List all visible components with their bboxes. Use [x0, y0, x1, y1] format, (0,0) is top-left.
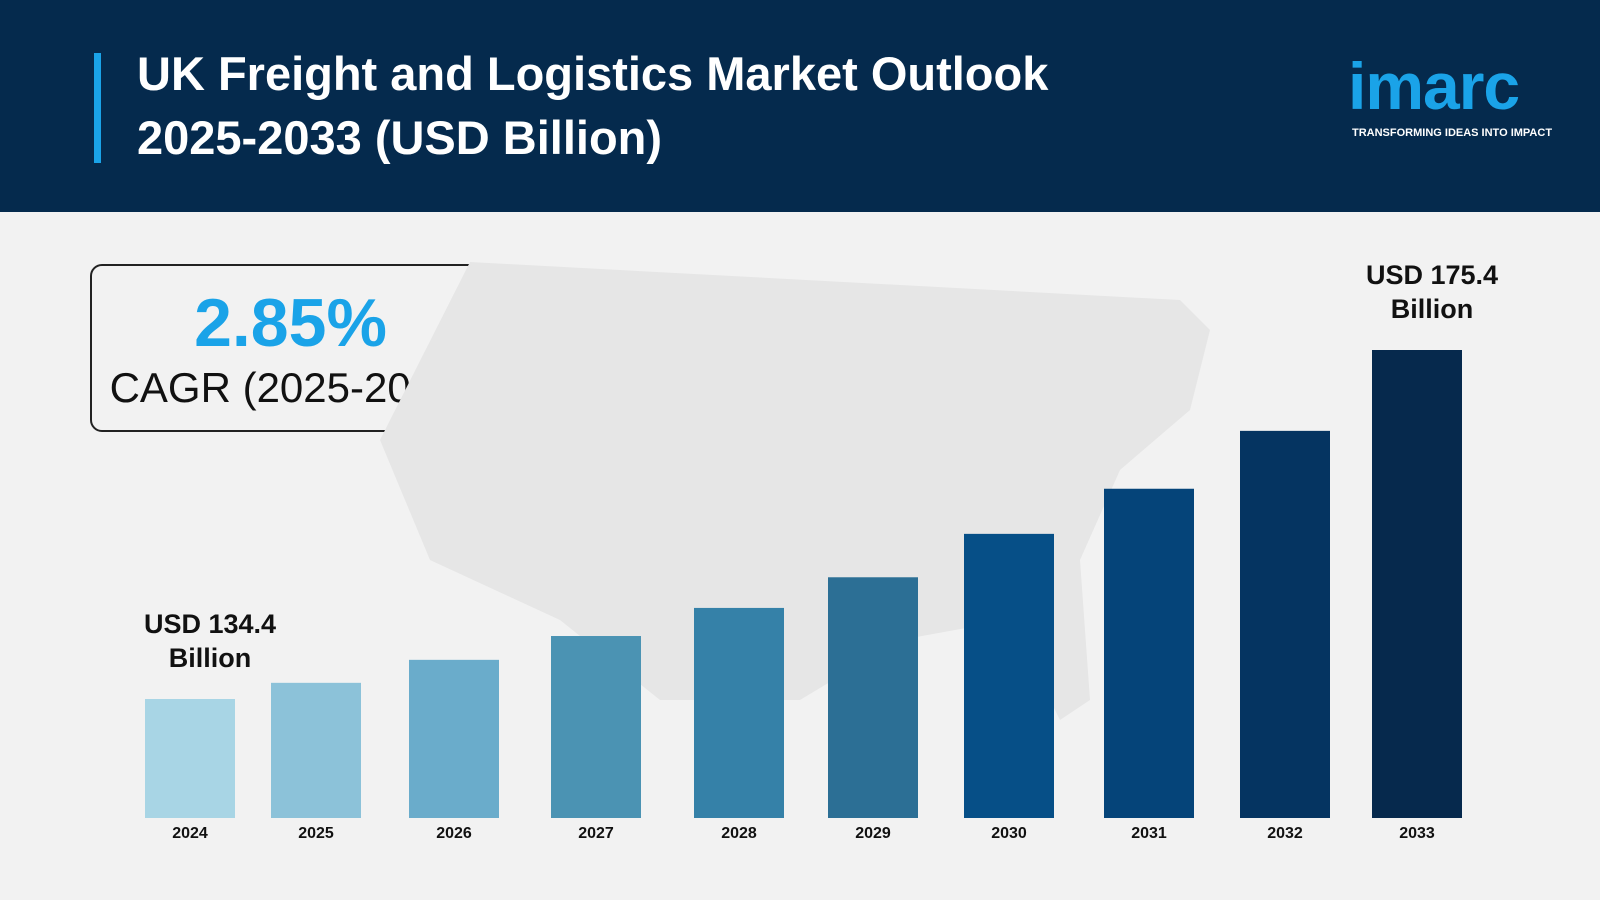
- x-tick-label: 2033: [1399, 825, 1435, 842]
- x-tick-label: 2031: [1131, 825, 1167, 842]
- value-label: USD 175.4 Billion: [1365, 260, 1499, 324]
- x-tick-label: 2025: [298, 825, 334, 842]
- bar: [828, 577, 918, 818]
- bar: [694, 607, 784, 818]
- bar: [1104, 488, 1194, 818]
- x-tick-label: 2024: [172, 825, 208, 842]
- cagr-value: 2.85%: [194, 285, 387, 361]
- value-label: USD 134.4 Billion: [143, 609, 277, 673]
- x-tick-label: 2028: [721, 825, 757, 842]
- accent-bar: [94, 53, 101, 163]
- x-tick-label: 2029: [855, 825, 891, 842]
- bar: [145, 699, 235, 818]
- logo-tagline: TRANSFORMING IDEAS INTO IMPACT: [1352, 127, 1553, 139]
- x-tick-label: 2030: [991, 825, 1027, 842]
- bar: [271, 682, 361, 818]
- chart-title: UK Freight and Logistics Market Outlook …: [137, 47, 1049, 164]
- x-tick-label: 2027: [578, 825, 614, 842]
- header: UK Freight and Logistics Market Outlook …: [0, 0, 1600, 212]
- bar: [551, 636, 641, 818]
- bar: [409, 659, 499, 818]
- logo: imarc: [1348, 49, 1520, 123]
- bar: [964, 533, 1054, 818]
- bar: [1240, 430, 1330, 818]
- x-tick-label: 2032: [1267, 825, 1303, 842]
- x-tick-label: 2026: [436, 825, 472, 842]
- bar: [1372, 350, 1462, 818]
- map-shape: [380, 262, 1210, 720]
